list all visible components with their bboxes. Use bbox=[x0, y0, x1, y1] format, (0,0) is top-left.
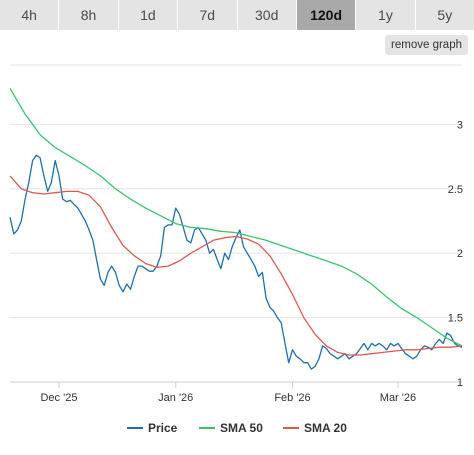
legend: Price SMA 50 SMA 20 bbox=[127, 421, 347, 435]
legend-item-sma-50[interactable]: SMA 50 bbox=[220, 421, 263, 435]
x-axis-ticks: Dec '25 Jan '26 Feb '26 Mar '26 bbox=[40, 382, 416, 404]
timeframe-tabbar: 4h 8h 1d 7d 30d 120d 1y 5y bbox=[0, 0, 474, 30]
x-tick-label: Jan '26 bbox=[158, 392, 193, 404]
legend-item-sma-20[interactable]: SMA 20 bbox=[304, 421, 347, 435]
series-line-sma-50 bbox=[9, 87, 463, 347]
tab-1y[interactable]: 1y bbox=[356, 0, 416, 30]
y-axis-ticks: 1 1.5 2 2.5 3 bbox=[448, 119, 463, 389]
x-tick-label: Dec '25 bbox=[40, 392, 77, 404]
series-line-sma-20 bbox=[9, 175, 463, 356]
tab-4h[interactable]: 4h bbox=[0, 0, 60, 30]
tab-5y[interactable]: 5y bbox=[415, 0, 474, 30]
x-tick-label: Feb '26 bbox=[274, 392, 310, 404]
x-tick-label: Mar '26 bbox=[380, 392, 416, 404]
tab-120d[interactable]: 120d bbox=[296, 0, 357, 30]
tab-1d[interactable]: 1d bbox=[118, 0, 179, 30]
tab-30d[interactable]: 30d bbox=[237, 0, 297, 30]
y-tick-label: 1.5 bbox=[448, 313, 463, 325]
grid-lines bbox=[10, 64, 462, 383]
y-tick-label: 2.5 bbox=[448, 184, 463, 196]
legend-item-price[interactable]: Price bbox=[148, 421, 178, 435]
series-line-price bbox=[9, 154, 463, 370]
tab-8h[interactable]: 8h bbox=[59, 0, 119, 30]
y-tick-label: 1 bbox=[457, 377, 463, 389]
tab-7d[interactable]: 7d bbox=[178, 0, 238, 30]
y-tick-label: 2 bbox=[457, 248, 463, 260]
remove-graph-button[interactable]: remove graph bbox=[385, 35, 468, 55]
series-lines bbox=[9, 87, 463, 370]
y-tick-label: 3 bbox=[457, 119, 463, 131]
